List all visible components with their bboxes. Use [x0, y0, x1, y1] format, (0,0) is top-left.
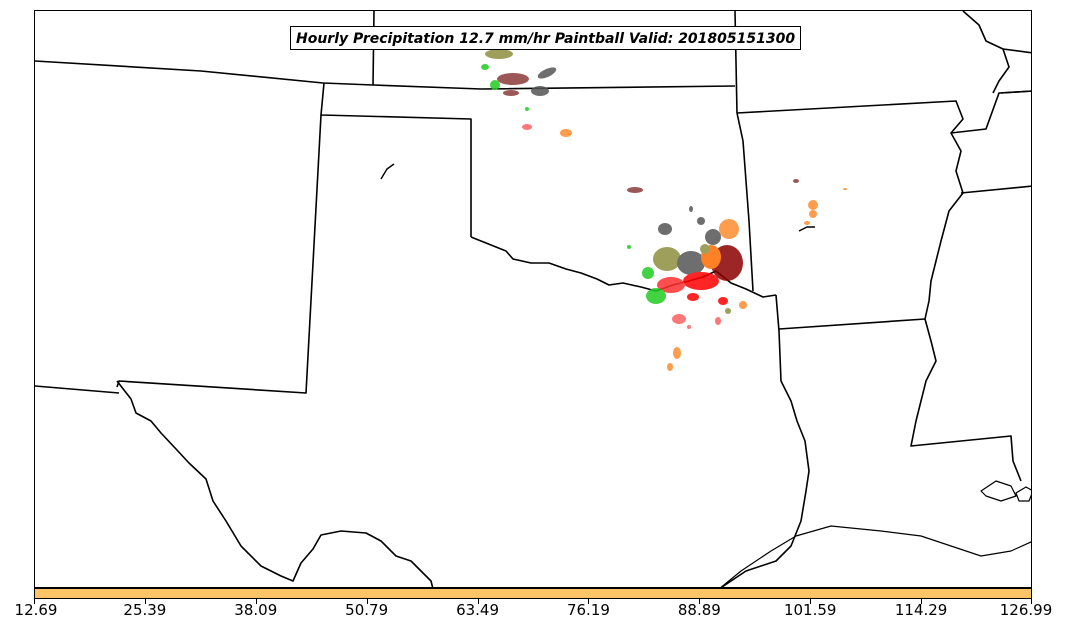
arkansas-louisiana-border: [778, 318, 926, 330]
colorbar-tick-label: 76.19: [566, 601, 610, 619]
precip-blob: [697, 217, 705, 225]
precip-blob: [689, 206, 693, 212]
precip-blob: [672, 314, 686, 324]
new-mexico-oklahoma-border: [320, 82, 472, 237]
precip-blob: [725, 308, 731, 314]
precip-blob: [658, 223, 672, 235]
colorbar-tick: [144, 599, 146, 604]
precip-blob: [497, 73, 529, 85]
precip-blob: [657, 277, 685, 293]
missouri-border: [736, 90, 1031, 134]
mississippi-river: [910, 132, 1022, 482]
precip-blob: [843, 188, 847, 190]
louisiana-coast: [980, 480, 1017, 502]
texas-louisiana-border: [720, 294, 810, 587]
precip-blob: [683, 272, 719, 290]
precip-blob: [560, 129, 572, 137]
precip-blob: [793, 179, 799, 183]
precip-blob: [531, 86, 549, 96]
precip-blob: [687, 325, 691, 329]
precip-blob: [687, 293, 699, 301]
precip-blob: [719, 219, 739, 239]
missouri-arkansas-border: [960, 185, 1031, 194]
precip-blob: [667, 363, 673, 371]
map-title: Hourly Precipitation 12.7 mm/hr Paintbal…: [290, 26, 802, 50]
precip-blob: [705, 229, 721, 245]
precip-blob: [653, 247, 681, 271]
colorbar-tick: [921, 599, 923, 604]
colorbar-tick: [34, 599, 35, 604]
precip-blob: [490, 80, 500, 90]
precip-blob: [804, 221, 810, 225]
precip-blob: [522, 124, 532, 130]
precip-blob: [718, 297, 728, 305]
colorbar-tick: [366, 599, 368, 604]
precip-blob: [739, 301, 747, 309]
colorbar-tick-label: 88.89: [677, 601, 721, 619]
precipitation-paintball: [462, 43, 847, 371]
lake-pontchartrain: [1015, 486, 1031, 502]
precip-blob: [646, 288, 666, 304]
precip-blob: [715, 317, 721, 325]
ar-lake: [798, 226, 815, 232]
colorbar-tick-label: 38.09: [234, 601, 278, 619]
precip-blob: [808, 200, 818, 210]
map-panel: Hourly Precipitation 12.7 mm/hr Paintbal…: [34, 10, 1032, 588]
colorbar-tick-label: 101.59: [783, 601, 837, 619]
precip-blob: [677, 251, 705, 275]
precip-blob: [673, 347, 681, 359]
precip-blob: [627, 245, 631, 249]
precip-blob: [809, 210, 817, 218]
north-border-stub: [1002, 48, 1031, 54]
colorbar-tick-label: 50.79: [345, 601, 389, 619]
colorbar-tick: [810, 599, 812, 604]
colorbar-tick-label: 25.39: [123, 601, 167, 619]
map-canvas: [35, 11, 1031, 587]
colorbar-tick: [1031, 599, 1032, 604]
state-borders: [35, 11, 1031, 587]
precip-blob: [627, 187, 643, 193]
kansas-colorado-southern-border: [35, 60, 736, 90]
gulf-coast: [720, 525, 1031, 587]
colorbar-tick: [588, 599, 590, 604]
colorbar-tick-label: 12.69: [14, 601, 58, 619]
colorbar: [34, 588, 1032, 599]
precip-blob: [525, 107, 529, 111]
oklahoma-arkansas-border: [736, 112, 754, 292]
arizona-new-mexico-border: [35, 385, 120, 394]
colorbar-tick-label: 126.99: [999, 601, 1053, 619]
precip-blob: [537, 67, 557, 79]
colorbar-tick-label: 114.29: [894, 601, 948, 619]
colorbar-tick: [477, 599, 479, 604]
precip-blob: [642, 267, 654, 279]
precip-blob: [503, 90, 519, 96]
precip-blob: [481, 64, 489, 70]
upper-mississippi: [962, 11, 1010, 94]
colorbar-tick: [699, 599, 701, 604]
texas-rio-grande: [116, 380, 434, 587]
precip-blob: [700, 244, 710, 254]
new-mexico-texas-border: [116, 114, 322, 394]
colorbar-tick-label: 63.49: [456, 601, 500, 619]
missouri-iowa-border: [1000, 90, 1031, 94]
precip-blob: [485, 49, 513, 59]
colorbar-tick: [255, 599, 257, 604]
nm-lake: [380, 163, 395, 180]
